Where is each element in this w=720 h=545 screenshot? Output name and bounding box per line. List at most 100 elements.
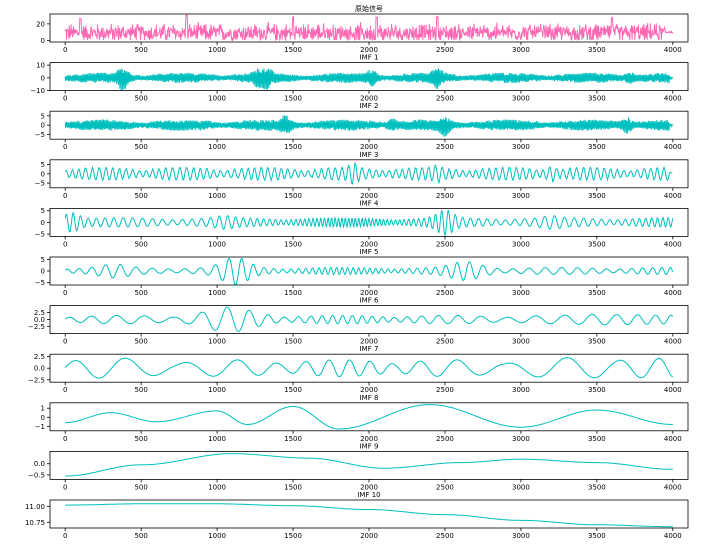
y-tick-label: 2.5 (34, 353, 45, 361)
subplot-title: IMF 4 (360, 199, 379, 207)
x-tick-label: 2500 (436, 338, 454, 346)
x-tick-label: 2500 (436, 192, 454, 200)
x-tick-label: 4000 (664, 240, 682, 248)
x-tick-label: 4000 (664, 289, 682, 297)
x-tick-label: 3000 (512, 338, 530, 346)
x-tick-label: 3500 (588, 386, 606, 394)
x-tick-label: 2000 (360, 46, 378, 54)
x-tick-label: 500 (134, 240, 147, 248)
subplot-10: IMF 10 0 500 1000 1500 2000 2500 3000 3500 4000 10… (25, 491, 689, 540)
subplot-2: IMF 20 500 1000 1500 2000 2500 3000 3500 4000−50… (35, 102, 689, 151)
series-line (64, 357, 674, 379)
x-tick-label: 2500 (436, 289, 454, 297)
x-tick-label: 3500 (588, 483, 606, 491)
series-line (64, 257, 674, 285)
x-tick-label: 500 (134, 386, 147, 394)
y-tick-label: 0.0 (34, 316, 45, 324)
y-tick-label: 0 (41, 122, 45, 130)
y-tick-label: −10 (30, 87, 45, 95)
x-tick-label: 2500 (436, 483, 454, 491)
x-tick-label: 2000 (360, 240, 378, 248)
x-tick-label: 1500 (284, 532, 302, 540)
series-line (65, 503, 673, 528)
x-tick-label: 1000 (208, 338, 226, 346)
x-tick-label: 4000 (664, 532, 682, 540)
x-tick-label: 1000 (208, 435, 226, 443)
y-tick-label: 0 (41, 414, 45, 422)
series-line (65, 404, 673, 430)
x-tick-label: 3500 (588, 435, 606, 443)
subplot-title: IMF 7 (360, 345, 379, 353)
x-tick-label: 4000 (664, 143, 682, 151)
y-tick-label: 5 (41, 256, 45, 264)
y-tick-label: 2.5 (34, 309, 45, 317)
subplot-title: IMF 10 (357, 491, 380, 499)
x-tick-label: 500 (134, 289, 147, 297)
subplot-4: IMF 4 0 500 1000 1500 2000 2500 3000 3500 4000 −5 0… (35, 199, 689, 248)
subplot-title: IMF 1 (360, 54, 379, 62)
x-tick-label: 3500 (588, 46, 606, 54)
x-tick-label: 1500 (284, 95, 302, 103)
y-tick-label: 5 (41, 112, 45, 120)
x-tick-label: 0 (63, 143, 67, 151)
x-tick-label: 500 (134, 46, 147, 54)
y-tick-label: 10 (36, 62, 45, 70)
x-tick-label: 3000 (512, 289, 530, 297)
x-tick-label: 3500 (588, 95, 606, 103)
subplot-1: IMF 1 0 500 1000 1500 2000 2500 3000 3500 4000 −10… (30, 54, 689, 103)
y-tick-label: 0 (41, 219, 45, 227)
x-tick-label: 3000 (512, 143, 530, 151)
subplot-title: IMF 5 (360, 248, 379, 256)
y-tick-label: 20 (36, 20, 45, 28)
x-tick-label: 3000 (512, 483, 530, 491)
subplot-title: IMF 9 (360, 442, 379, 450)
x-tick-label: 1500 (284, 46, 302, 54)
x-tick-label: 0 (63, 289, 67, 297)
y-tick-label: 0 (41, 74, 45, 82)
x-tick-label: 2000 (360, 532, 378, 540)
subplot-9: IMF 9 0 500 1000 1500 2000 2500 3000 3500 4000 −0.… (28, 442, 689, 491)
x-tick-label: 1000 (208, 95, 226, 103)
series-line (64, 67, 674, 91)
series-line (64, 14, 674, 42)
x-tick-label: 0 (63, 386, 67, 394)
x-tick-label: 1000 (208, 483, 226, 491)
x-tick-label: 1000 (208, 46, 226, 54)
x-tick-label: 0 (63, 338, 67, 346)
y-tick-label: 11.00 (25, 503, 45, 511)
axes-frame (49, 207, 689, 237)
subplot-8: IMF 80 500 1000 1500 2000 2500 3000 3500 4000−10… (35, 394, 689, 443)
y-tick-label: −5 (35, 279, 45, 287)
x-tick-label: 0 (63, 192, 67, 200)
x-tick-label: 1500 (284, 143, 302, 151)
x-tick-label: 500 (134, 143, 147, 151)
y-tick-label: 0.0 (34, 365, 45, 373)
x-tick-label: 2500 (436, 435, 454, 443)
x-tick-label: 1500 (284, 435, 302, 443)
x-tick-label: 3500 (588, 289, 606, 297)
x-tick-label: 2000 (360, 143, 378, 151)
x-tick-label: 2500 (436, 46, 454, 54)
x-tick-label: 2000 (360, 289, 378, 297)
y-tick-label: −5 (35, 231, 45, 239)
subplot-title: IMF 6 (360, 297, 379, 305)
x-tick-label: 4000 (664, 46, 682, 54)
x-tick-label: 3000 (512, 532, 530, 540)
x-tick-label: 0 (63, 435, 67, 443)
subplot-title: IMF 2 (360, 102, 379, 110)
subplot-title: IMF 8 (360, 394, 379, 402)
y-tick-label: −5 (35, 180, 45, 188)
y-tick-label: 1 (41, 405, 45, 413)
subplot-7: IMF 7 0 500 1000 1500 2000 2500 3000 3500 4000 −2.… (28, 345, 689, 394)
series-line (64, 306, 674, 332)
x-tick-label: 500 (134, 435, 147, 443)
x-tick-label: 1500 (284, 386, 302, 394)
x-tick-label: 2500 (436, 240, 454, 248)
x-tick-label: 500 (134, 338, 147, 346)
x-tick-label: 1500 (284, 483, 302, 491)
subplot-5: IMF 5 0 500 1000 1500 2000 2500 3000 3500 4000 −5 0… (35, 248, 689, 297)
x-tick-label: 1000 (208, 192, 226, 200)
y-tick-label: 5 (41, 161, 45, 169)
x-tick-label: 1500 (284, 338, 302, 346)
x-tick-label: 4000 (664, 192, 682, 200)
